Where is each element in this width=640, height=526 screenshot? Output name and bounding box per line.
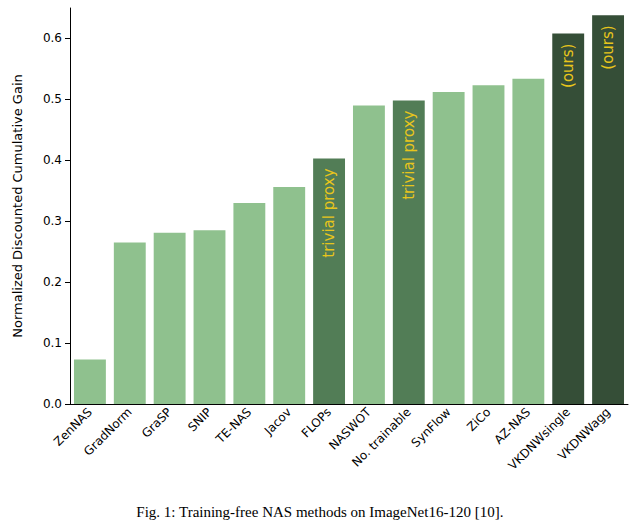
svg-text:0.2: 0.2 [43, 275, 62, 289]
svg-text:trivial proxy: trivial proxy [320, 168, 338, 257]
svg-text:0.1: 0.1 [43, 336, 62, 350]
svg-text:0.6: 0.6 [43, 31, 62, 45]
svg-text:0.4: 0.4 [43, 153, 62, 167]
svg-text:Fig. 1: Training-free NAS meth: Fig. 1: Training-free NAS methods on Ima… [136, 504, 503, 520]
svg-text:AZ-NAS: AZ-NAS [491, 405, 534, 447]
svg-text:(ours): (ours) [599, 25, 617, 69]
svg-text:VKDNWsingle: VKDNWsingle [506, 405, 574, 473]
svg-text:trivial proxy: trivial proxy [400, 110, 418, 199]
svg-text:GraSP: GraSP [139, 405, 175, 441]
svg-text:0.5: 0.5 [43, 92, 62, 106]
svg-text:SNIP: SNIP [185, 405, 214, 434]
svg-text:ZenNAS: ZenNAS [51, 405, 95, 449]
svg-text:SynFlow: SynFlow [409, 405, 454, 450]
svg-text:TE-NAS: TE-NAS [213, 405, 255, 447]
svg-text:(ours): (ours) [559, 44, 577, 88]
svg-text:FLOPs: FLOPs [299, 405, 334, 440]
svg-text:Normalized Discounted Cumulati: Normalized Discounted Cumulative Gain [10, 74, 25, 338]
svg-text:VKDNWagg: VKDNWagg [555, 405, 613, 463]
svg-text:NASWOT: NASWOT [326, 405, 374, 453]
svg-text:ZiCo: ZiCo [464, 405, 493, 434]
svg-text:GradNorm: GradNorm [81, 405, 135, 459]
svg-text:0.3: 0.3 [43, 214, 62, 228]
svg-text:Jacov: Jacov [261, 405, 294, 438]
svg-text:No. trainable: No. trainable [349, 405, 414, 470]
svg-text:0.0: 0.0 [43, 397, 62, 411]
